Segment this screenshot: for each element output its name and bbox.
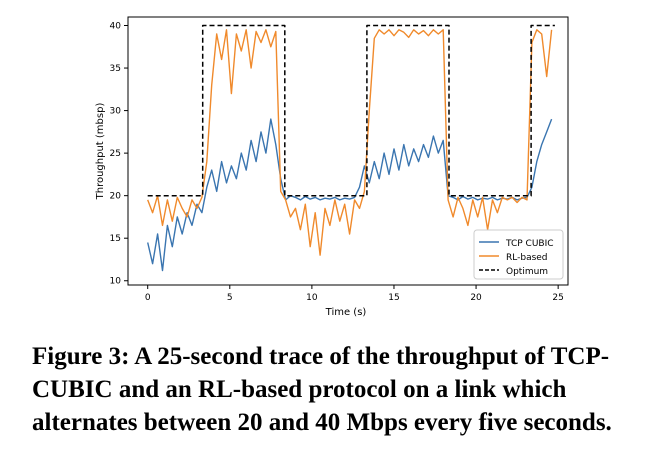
y-tick-label: 25 bbox=[110, 149, 121, 159]
series-line-tcp-cubic bbox=[147, 118, 553, 272]
axes-frame bbox=[127, 16, 569, 286]
figure-caption: Figure 3: A 25-second trace of the throu… bbox=[32, 343, 612, 436]
legend: TCP CUBIC RL-based Optimum bbox=[473, 229, 564, 280]
y-tick-label: 40 bbox=[110, 22, 122, 32]
series-line-optimum bbox=[147, 24, 555, 197]
x-tick-label: 20 bbox=[470, 293, 482, 303]
throughput-chart: 0 5 10 15 20 25 10 15 20 25 30 35 40 Time (s) Throug… bbox=[95, 16, 569, 318]
x-tick-label: 25 bbox=[552, 293, 563, 303]
y-tick-label: 30 bbox=[110, 107, 122, 117]
x-tick-label: 10 bbox=[306, 293, 318, 303]
y-tick-label: 20 bbox=[110, 192, 122, 202]
series-line-rl-based bbox=[147, 29, 553, 256]
series-layer bbox=[147, 24, 555, 272]
y-axis-label: Throughput (mbsp) bbox=[95, 103, 106, 201]
x-tick-label: 15 bbox=[388, 293, 399, 303]
y-tick-label: 10 bbox=[110, 277, 122, 287]
legend-label-tcp-cubic: TCP CUBIC bbox=[505, 239, 554, 249]
y-tick-label: 15 bbox=[110, 234, 121, 244]
x-tick-label: 0 bbox=[145, 293, 151, 303]
y-tick-label: 35 bbox=[110, 64, 121, 74]
x-tick-label: 5 bbox=[227, 293, 233, 303]
legend-label-optimum: Optimum bbox=[506, 267, 548, 277]
x-axis-label: Time (s) bbox=[325, 307, 367, 318]
plot-area: 0 5 10 15 20 25 10 15 20 25 30 35 40 bbox=[110, 16, 569, 303]
legend-label-rl-based: RL-based bbox=[506, 253, 548, 263]
ticks-layer: 0 5 10 15 20 25 10 15 20 25 30 35 40 bbox=[110, 22, 564, 303]
